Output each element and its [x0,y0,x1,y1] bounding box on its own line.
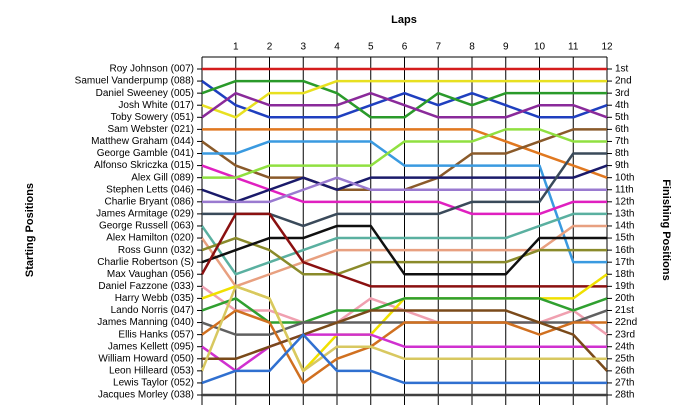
y-tick-label: 1st [615,64,629,75]
x-tick-label: 5 [368,42,374,53]
x-tick-label: 8 [469,42,475,53]
legend-label: Roy Johnson (007) [110,64,195,75]
y-tick-label: 24th [615,341,634,352]
y-tick-label: 4th [615,100,629,111]
series-line [202,140,607,264]
series-line [202,128,607,179]
series-line [201,80,608,119]
legend-label: Matthew Graham (044) [91,136,194,147]
x-tick-label: 3 [300,42,306,53]
legend-label: Lewis Taylor (052) [113,378,194,389]
x-tick-label: 4 [334,42,340,53]
legend-label: Max Vaughan (056) [107,269,194,280]
y-tick-label: 15th [615,233,634,244]
legend-label: Charlie Robertson (S) [97,257,194,268]
legend-label: James Kellett (095) [108,341,194,352]
legend-label: Harry Webb (035) [115,293,194,304]
series-line [202,309,608,372]
legend-label: George Russell (063) [99,221,194,232]
y-tick-label: 20th [615,293,634,304]
x-tick-label: 11 [568,42,579,53]
y-tick-label: 12th [615,196,634,207]
legend-label: Daniel Sweeney (005) [96,88,194,99]
legend-label: Lando Norris (047) [111,305,194,316]
y-axis-label-left: Starting Positions [24,183,36,277]
series-line [201,164,608,204]
x-tick-label: 2 [267,42,273,53]
y-tick-label: 2nd [615,76,632,87]
y-tick-label: 14th [615,221,634,232]
x-tick-label: 1 [233,42,239,53]
series-line [201,91,608,119]
y-tick-label: 27th [615,378,634,389]
y-tick-label: 23rd [615,329,635,340]
series-line [201,79,607,119]
x-tick-label: 6 [402,42,408,53]
legend-label: James Armitage (029) [96,209,194,220]
legend-label: Josh White (017) [118,100,194,111]
y-tick-label: 28th [615,390,634,401]
y-tick-label: 26th [615,365,634,376]
series-line [202,128,608,179]
legend-label: George Gamble (041) [97,148,194,159]
chart-title: Laps [391,14,417,26]
y-tick-label: 18th [615,269,634,280]
y-tick-label: 7th [615,136,629,147]
series-line [200,285,607,373]
series-line [201,79,607,119]
legend-label: Samuel Vanderpump (088) [75,76,194,87]
y-tick-label: 8th [615,148,629,159]
x-tick-label: 9 [503,42,509,53]
series-line [202,176,607,204]
legend-label: Charlie Bryant (086) [105,196,194,207]
legend-label: Sam Webster (021) [107,124,194,135]
series-line [201,224,607,276]
y-tick-label: 13th [615,209,634,220]
series-line [201,333,607,385]
y-tick-label: 9th [615,160,629,171]
y-axis-label-right: Finishing Positions [660,179,672,280]
x-tick-label: 7 [435,42,441,53]
legend-label: Daniel Fazzone (033) [98,281,194,292]
legend-label: Leon Hilleard (053) [109,365,194,376]
series-line [201,236,607,276]
legend-label: Ross Gunn (032) [118,245,194,256]
legend-label: Alex Hamilton (020) [106,233,194,244]
legend-label: Alfonso Skriczka (015) [94,160,194,171]
legend-label: Toby Sowery (051) [111,112,194,123]
legend-label: Alex Gill (089) [131,172,194,183]
legend-label: Jacques Morley (038) [98,390,194,401]
y-tick-label: 19th [615,281,634,292]
y-tick-label: 17th [615,257,634,268]
y-tick-label: 10th [615,172,634,183]
y-tick-label: 11th [615,184,634,195]
y-tick-label: 3rd [615,88,629,99]
legend-label: Ellis Hanks (057) [118,329,194,340]
series-line [200,212,607,276]
legend-label: James Manning (040) [97,317,194,328]
x-tick-label: 12 [601,42,613,53]
y-tick-label: 22nd [615,317,637,328]
y-tick-label: 25th [615,353,634,364]
series-line [200,212,607,288]
y-tick-label: 5th [615,112,629,123]
legend-label: Stephen Letts (046) [106,184,194,195]
y-tick-label: 21st [615,305,634,316]
y-tick-label: 6th [615,124,629,135]
series-line [201,309,607,385]
y-tick-label: 16th [615,245,634,256]
legend-label: William Howard (050) [98,353,194,364]
x-tick-label: 10 [534,42,546,53]
